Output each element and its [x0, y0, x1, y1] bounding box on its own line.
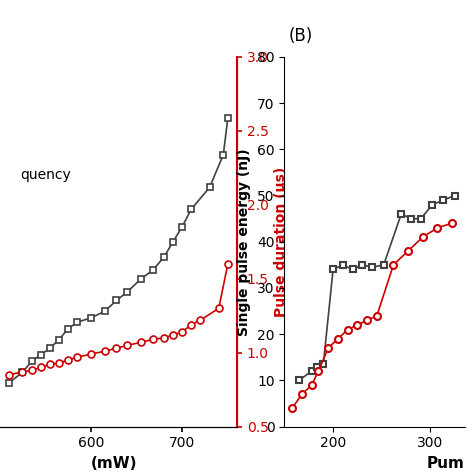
Y-axis label: Single pulse energy (nJ): Single pulse energy (nJ) — [237, 148, 252, 336]
X-axis label: Pum: Pum — [427, 456, 465, 471]
Y-axis label: Pulse duration (μs): Pulse duration (μs) — [274, 167, 288, 317]
Text: quency: quency — [20, 168, 71, 182]
Text: (B): (B) — [289, 27, 313, 45]
X-axis label: (mW): (mW) — [91, 456, 137, 471]
